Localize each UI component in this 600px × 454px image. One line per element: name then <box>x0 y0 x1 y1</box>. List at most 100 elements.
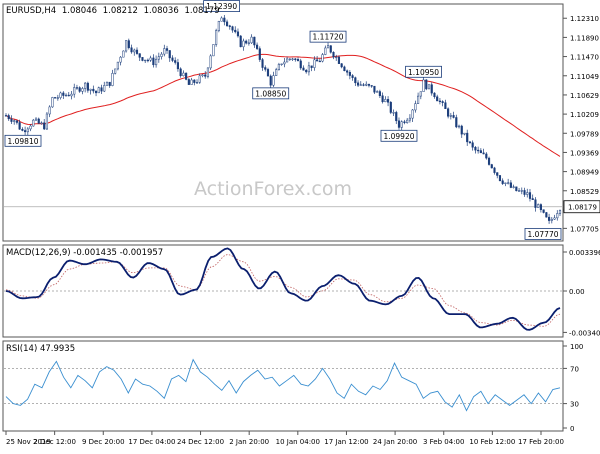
candle-body <box>545 212 548 218</box>
candle-body <box>346 70 349 73</box>
candle-body <box>400 121 403 128</box>
annotation-box <box>309 30 347 43</box>
price-y-tick-label: 1.08949 <box>570 169 599 177</box>
price-y-tick-label: 1.08529 <box>570 188 599 196</box>
candle-body <box>280 63 283 65</box>
candle-body <box>392 112 395 114</box>
annotation-box <box>524 227 562 240</box>
candle-body <box>187 79 190 85</box>
ohlc-close: 1.08179 <box>184 6 219 16</box>
candle-body <box>78 87 81 92</box>
candle-body <box>504 182 507 184</box>
candle-body <box>215 30 218 45</box>
candle-body <box>395 112 398 122</box>
candle-body <box>75 87 79 89</box>
candle-body <box>340 63 343 68</box>
candle-body <box>436 96 439 102</box>
candle-body <box>171 57 174 61</box>
candle-body <box>182 72 185 77</box>
candle-body <box>253 36 256 46</box>
candle-body <box>414 103 417 111</box>
candle-body <box>457 125 461 128</box>
candle-body <box>367 83 371 86</box>
candle-body <box>239 35 242 48</box>
candle-body <box>234 29 237 33</box>
annotation-label: 1.09810 <box>7 137 38 146</box>
candle-body <box>493 167 496 173</box>
candle-body <box>507 182 510 184</box>
candle-body <box>523 190 526 195</box>
watermark: ActionForex.com <box>194 178 352 200</box>
candle-body <box>558 210 562 214</box>
candle-body <box>10 118 13 122</box>
price-y-tick-label: 1.09369 <box>570 149 599 157</box>
current-price-label: 1.08179 <box>568 204 597 212</box>
candle-body <box>21 128 24 131</box>
candle-body <box>460 125 463 135</box>
candle-body <box>430 84 433 94</box>
candle-body <box>354 77 357 84</box>
candle-body <box>553 217 556 220</box>
ohlc-high: 1.08212 <box>103 6 138 16</box>
candle-body <box>81 88 84 92</box>
candle-body <box>29 125 32 130</box>
candle-body <box>335 56 338 59</box>
candle-body <box>496 172 499 176</box>
candle-body <box>116 61 119 70</box>
candle-body <box>122 50 125 58</box>
candle-body <box>220 17 223 22</box>
price-y-tick-label: 1.11890 <box>570 34 599 42</box>
candle-body <box>348 72 351 76</box>
candle-body <box>512 186 515 188</box>
candle-body <box>245 40 248 44</box>
candle-body <box>501 180 504 184</box>
candle-body <box>485 153 488 159</box>
candle-body <box>198 75 201 83</box>
candle-body <box>146 59 149 62</box>
annotation-box <box>405 65 442 78</box>
candle-body <box>163 48 166 55</box>
candle-body <box>321 54 324 62</box>
candle-body <box>89 88 92 91</box>
time-tick-label: 17 Feb 20:00 <box>518 438 564 446</box>
time-tick-label: 9 Dec 20:00 <box>82 438 125 446</box>
candle-body <box>247 42 250 44</box>
candle-body <box>277 64 280 70</box>
macd-y-tick-label: 0.003396 <box>569 249 600 257</box>
candle-body <box>479 150 482 154</box>
candle-body <box>359 84 362 86</box>
candle-body <box>144 59 147 62</box>
rsi-line <box>5 358 561 412</box>
candle-body <box>455 117 458 128</box>
candle-body <box>318 60 321 63</box>
candle-body <box>356 82 360 86</box>
candle-body <box>168 50 171 59</box>
candle-body <box>111 73 114 86</box>
candle-body <box>528 192 532 199</box>
time-tick-label: 2 Dec 12:00 <box>33 438 76 446</box>
candle-body <box>520 190 523 192</box>
candle-body <box>389 102 392 113</box>
candle-body <box>37 118 40 124</box>
candle-body <box>326 45 330 49</box>
candle-body <box>441 101 444 103</box>
candle-body <box>272 75 275 86</box>
candle-body <box>236 31 240 37</box>
candle-body <box>13 120 16 122</box>
candle-body <box>190 79 193 85</box>
candle-body <box>310 65 313 68</box>
candle-body <box>474 147 477 151</box>
candle-body <box>34 118 38 121</box>
candle-body <box>471 142 474 148</box>
price-y-tick-label: 1.12310 <box>570 15 599 23</box>
candle-body <box>62 92 65 96</box>
candle-body <box>223 17 226 23</box>
candle-body <box>7 115 10 120</box>
candle-body <box>149 57 152 61</box>
candle-body <box>135 49 139 54</box>
candle-body <box>449 115 452 117</box>
candle-body <box>316 59 319 62</box>
candle-body <box>296 59 300 62</box>
candle-body <box>299 60 302 69</box>
time-tick-label: 25 Nov 2019 <box>6 438 51 446</box>
